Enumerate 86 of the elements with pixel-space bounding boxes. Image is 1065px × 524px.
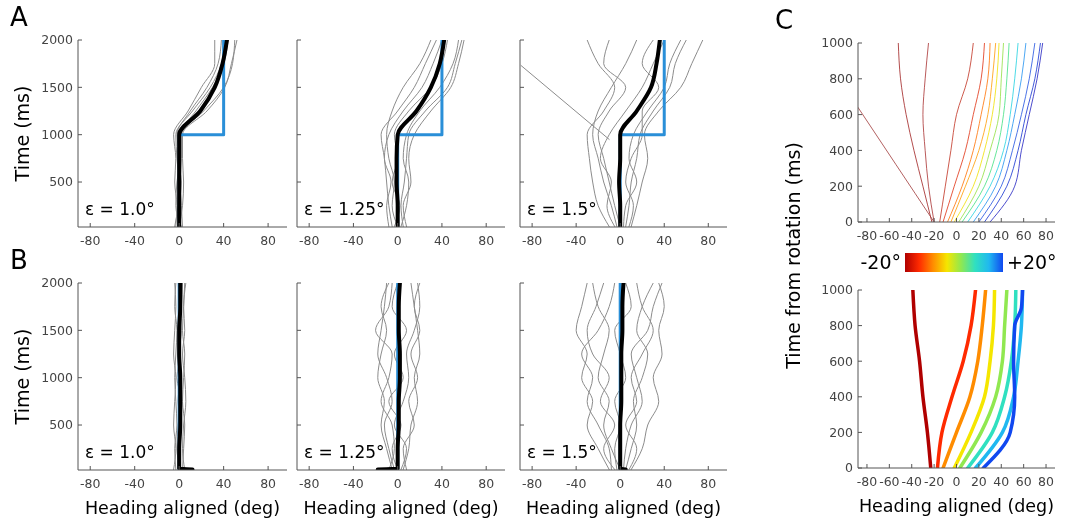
x-tick-label: 0 (616, 233, 625, 248)
y-tick-label: 1000 (41, 127, 74, 143)
y-tick-label: 600 (829, 106, 854, 122)
annotation: ε = 1.0° (85, 199, 155, 219)
text: -20° (860, 251, 901, 274)
y-tick-label: 0 (845, 460, 854, 476)
y-tick-label: 600 (829, 353, 854, 369)
y-tick-label: 1000 (821, 282, 854, 298)
y-tick-label: 400 (829, 142, 854, 158)
chart-title: A (10, 2, 28, 32)
chart-title: B (10, 245, 28, 275)
x-tick-label: 80 (260, 476, 277, 491)
x-axis-title: Heading aligned (deg) (858, 496, 1055, 516)
x-tick-label: -80 (80, 233, 101, 248)
y-tick-label: 200 (829, 424, 854, 440)
x-tick-label: -20 (923, 228, 945, 243)
x-tick-label: 80 (700, 233, 717, 248)
x-tick-label: 0 (393, 233, 402, 248)
y-axis-title: Time (ms) (10, 328, 33, 426)
y-axis-title: Time (ms) (10, 85, 33, 183)
x-tick-label: 60 (1015, 228, 1032, 243)
x-tick-label: -60 (879, 228, 900, 243)
x-tick-label: 60 (1015, 474, 1032, 489)
x-tick-label: 40 (993, 474, 1010, 489)
x-tick-label: -20 (923, 474, 945, 489)
y-axis-title: Time from rotation (ms) (781, 142, 804, 370)
y-tick-label: 2000 (41, 275, 74, 291)
x-tick-label: 40 (656, 233, 673, 248)
x-tick-label: 40 (433, 233, 450, 248)
x-tick-label: -80 (521, 476, 543, 491)
x-tick-label: -80 (298, 476, 320, 491)
annotation: ε = 1.0° (85, 442, 155, 462)
x-axis-title: Heading aligned (deg) (84, 498, 281, 518)
x-tick-label: -40 (565, 476, 587, 491)
x-tick-label: 80 (700, 476, 717, 491)
x-tick-label: 40 (433, 476, 450, 491)
x-tick-label: 0 (616, 476, 625, 491)
y-tick-label: 500 (49, 417, 74, 433)
x-tick-label: -40 (901, 228, 922, 243)
x-tick-label: 80 (1038, 228, 1055, 243)
x-tick-label: -60 (879, 474, 900, 489)
x-tick-label: 0 (175, 233, 184, 248)
y-tick-label: 1000 (821, 35, 854, 51)
x-tick-label: -80 (521, 233, 543, 248)
x-tick-label: 20 (970, 228, 987, 243)
y-tick-label: 2000 (41, 32, 74, 48)
x-tick-label: -40 (124, 476, 145, 491)
x-tick-label: 40 (993, 228, 1010, 243)
x-tick-label: 80 (1038, 474, 1055, 489)
x-tick-label: 80 (478, 476, 495, 491)
annotation: ε = 1.5° (527, 199, 597, 219)
x-tick-label: 40 (215, 233, 232, 248)
x-tick-label: -80 (856, 228, 878, 243)
x-tick-label: -80 (298, 233, 320, 248)
x-axis-title: Heading aligned (deg) (525, 498, 722, 518)
y-tick-label: 800 (829, 317, 854, 333)
x-tick-label: -80 (80, 476, 101, 491)
y-tick-label: 800 (829, 71, 854, 87)
x-tick-label: 80 (478, 233, 495, 248)
x-tick-label: -40 (124, 233, 145, 248)
x-tick-label: -40 (343, 233, 364, 248)
y-tick-label: 1500 (41, 79, 74, 95)
annotation: ε = 1.25° (304, 442, 385, 462)
y-tick-label: 500 (49, 174, 74, 190)
x-tick-label: 0 (393, 476, 402, 491)
x-tick-label: 80 (260, 233, 277, 248)
text: +20° (1007, 251, 1057, 274)
y-tick-label: 1500 (41, 322, 74, 338)
x-tick-label: 0 (175, 476, 184, 491)
x-tick-label: 0 (952, 474, 961, 489)
x-tick-label: -80 (856, 474, 878, 489)
x-tick-label: -40 (343, 476, 364, 491)
y-tick-label: 400 (829, 389, 854, 405)
annotation: ε = 1.25° (304, 199, 385, 219)
y-tick-label: 200 (829, 178, 854, 194)
x-tick-label: -40 (565, 233, 587, 248)
chart-title: C (775, 5, 794, 35)
annotation: ε = 1.5° (527, 442, 597, 462)
y-tick-label: 0 (845, 214, 854, 230)
x-tick-label: 20 (970, 474, 987, 489)
x-tick-label: 0 (952, 228, 961, 243)
x-tick-label: 40 (656, 476, 673, 491)
y-tick-label: 1000 (41, 370, 74, 386)
x-tick-label: -40 (901, 474, 922, 489)
x-axis-title: Heading aligned (deg) (303, 498, 499, 518)
x-tick-label: 40 (215, 476, 232, 491)
